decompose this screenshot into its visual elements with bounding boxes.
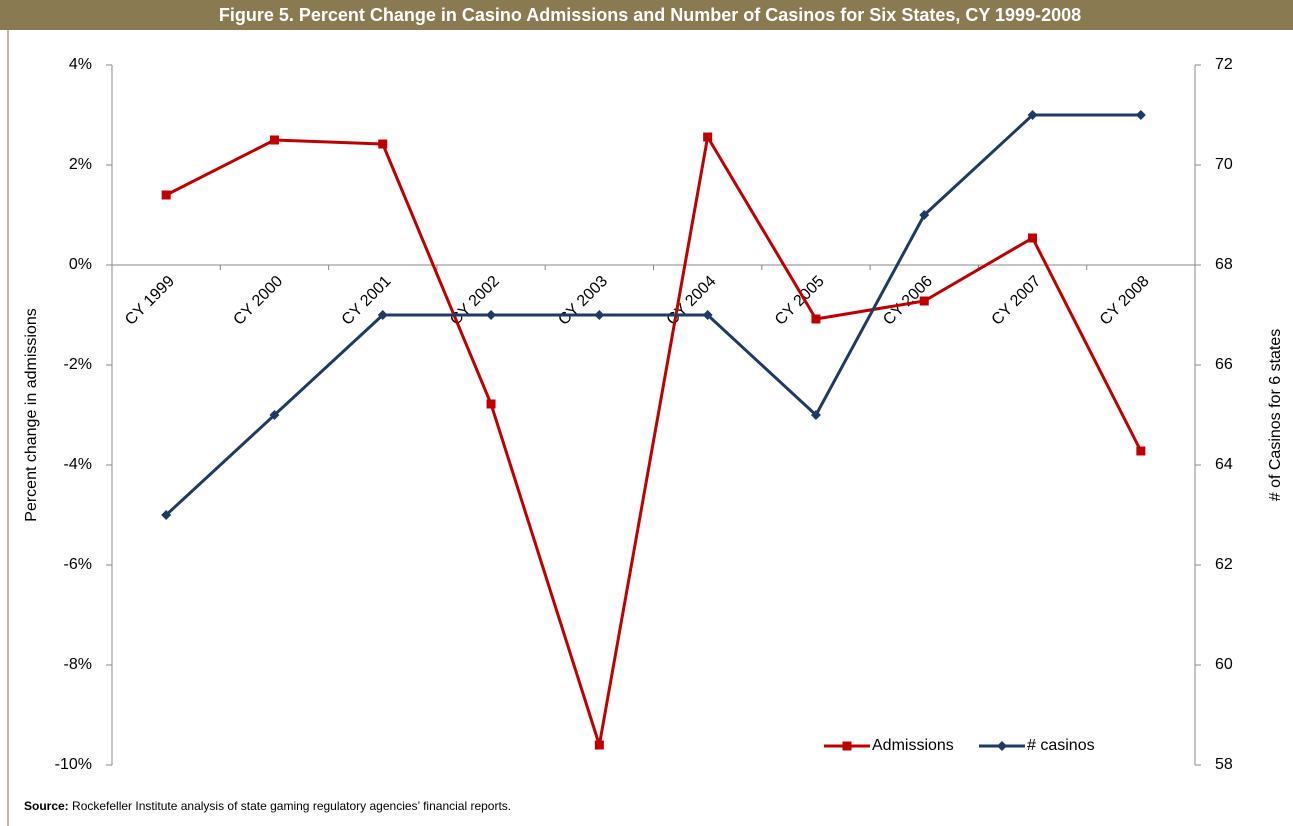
legend-marker bbox=[842, 741, 852, 751]
x-tick-label: CY 1999 bbox=[122, 273, 178, 329]
data-point bbox=[269, 410, 280, 420]
legend-label: # casinos bbox=[1027, 737, 1095, 754]
data-point bbox=[486, 310, 497, 320]
data-point bbox=[1027, 110, 1038, 120]
series-line bbox=[165, 113, 1141, 517]
data-point bbox=[702, 310, 713, 320]
data-point bbox=[1028, 233, 1038, 243]
y-tick-label: -2% bbox=[64, 356, 92, 373]
y-tick-label: -8% bbox=[64, 656, 92, 673]
data-point bbox=[919, 296, 929, 306]
y2-tick-label: 72 bbox=[1215, 56, 1233, 73]
y-tick-label: -4% bbox=[64, 456, 92, 473]
y-tick-label: 0% bbox=[69, 256, 92, 273]
x-tick-label: CY 2003 bbox=[555, 273, 611, 329]
title-bar bbox=[0, 0, 1293, 30]
y2-tick-label: 60 bbox=[1215, 656, 1233, 673]
x-tick-label: CY 2008 bbox=[1097, 273, 1153, 329]
data-point bbox=[377, 310, 388, 320]
chart-title: Figure 5. Percent Change in Casino Admis… bbox=[219, 5, 1081, 25]
y2-tick-label: 58 bbox=[1215, 756, 1233, 773]
data-point bbox=[594, 740, 604, 750]
x-tick-label: CY 2000 bbox=[230, 273, 286, 329]
legend-label: Admissions bbox=[872, 737, 954, 754]
x-tick-label: CY 2001 bbox=[339, 273, 395, 329]
y2-tick-label: 68 bbox=[1215, 256, 1233, 273]
x-tick-label: CY 2007 bbox=[989, 273, 1045, 329]
data-point bbox=[810, 410, 821, 420]
legend-marker bbox=[997, 741, 1007, 751]
data-point bbox=[269, 135, 279, 145]
y2-axis-label: # of Casinos for 6 states bbox=[1267, 329, 1284, 502]
data-point bbox=[1135, 110, 1146, 120]
source-label: Source: bbox=[24, 799, 69, 813]
data-point bbox=[594, 310, 605, 320]
source-text: Rockefeller Institute analysis of state … bbox=[72, 799, 511, 813]
y-tick-label: 2% bbox=[69, 156, 92, 173]
y2-tick-label: 70 bbox=[1215, 156, 1233, 173]
data-point bbox=[486, 399, 496, 409]
data-point bbox=[811, 314, 821, 324]
data-point bbox=[703, 132, 713, 142]
y2-tick-label: 64 bbox=[1215, 456, 1233, 473]
y-tick-label: -6% bbox=[64, 556, 92, 573]
series-line bbox=[165, 135, 1143, 747]
data-point bbox=[919, 210, 930, 220]
source: Source: Rockefeller Institute analysis o… bbox=[24, 799, 511, 813]
data-point bbox=[161, 510, 172, 520]
y2-tick-label: 66 bbox=[1215, 356, 1233, 373]
y-tick-label: 4% bbox=[69, 56, 92, 73]
data-point bbox=[1136, 446, 1146, 456]
y-axis-label: Percent change in admissions bbox=[23, 308, 40, 521]
y-tick-label: -10% bbox=[55, 756, 92, 773]
data-point bbox=[378, 139, 388, 149]
data-point bbox=[161, 190, 171, 200]
y2-tick-label: 62 bbox=[1215, 556, 1233, 573]
